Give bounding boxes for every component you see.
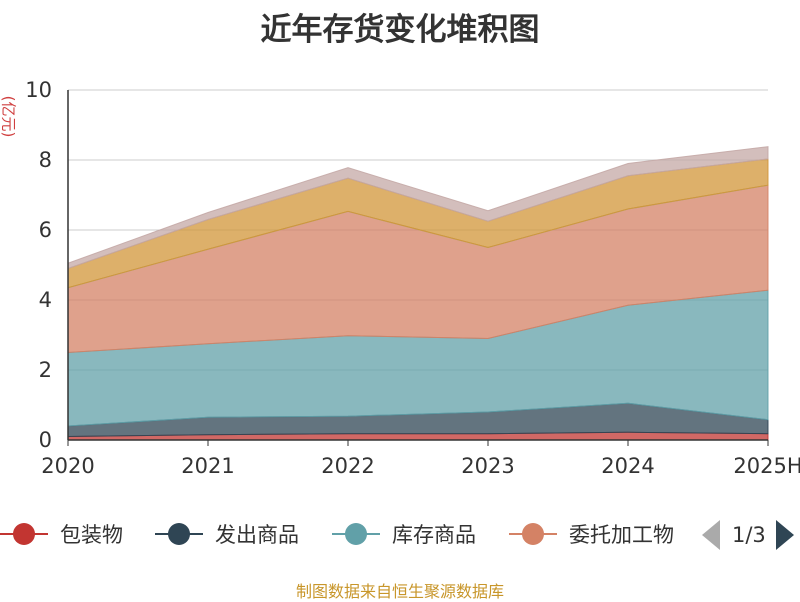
legend-item-consigned-processing[interactable]: 委托加工物 [509,516,674,552]
legend-next-page-icon[interactable] [775,520,794,550]
legend-item-packaging[interactable]: 包装物 [0,516,123,552]
legend-marker [155,522,203,546]
legend-marker [0,522,48,546]
legend: 包装物 发出商品 库存商品 委托加工物 [0,516,800,552]
data-source-note: 制图数据来自恒生聚源数据库 [295,582,504,601]
legend-item-shipped-goods[interactable]: 发出商品 [155,516,299,552]
legend-label: 委托加工物 [569,523,674,547]
x-tick-label: 2020 [41,454,94,478]
y-tick-label: 8 [39,148,52,172]
x-tick-label: 2021 [181,454,234,478]
legend-label: 库存商品 [392,523,476,547]
legend-marker [332,522,380,546]
legend-prev-page-icon[interactable] [702,520,720,550]
legend-label: 发出商品 [215,523,299,547]
legend-dot [168,523,190,545]
area-series-6 [67,146,769,270]
legend-marker [509,522,557,546]
stacked-area-chart: 0 2 4 6 8 10 2020 2021 2022 2023 2024 2025H [25,78,800,478]
x-tick-label: 2022 [321,454,374,478]
y-tick-label: 2 [39,358,52,382]
y-tick-label: 10 [25,78,52,102]
y-tick-label: 4 [39,288,52,312]
legend-page-indicator: 1/3 [732,523,766,547]
x-tick-label: 2023 [461,454,514,478]
chart-title: 近年存货变化堆积图 [260,12,540,48]
x-tick-label: 2025H [733,454,800,478]
y-tick-label: 6 [39,218,52,242]
y-tick-label: 0 [39,428,52,452]
legend-pager: 1/3 [702,518,800,552]
legend-label: 包装物 [60,523,123,547]
legend-dot [345,523,367,545]
legend-dot [13,523,35,545]
x-tick-label: 2024 [601,454,654,478]
legend-item-inventory-goods[interactable]: 库存商品 [332,516,476,552]
legend-dot [522,523,544,545]
